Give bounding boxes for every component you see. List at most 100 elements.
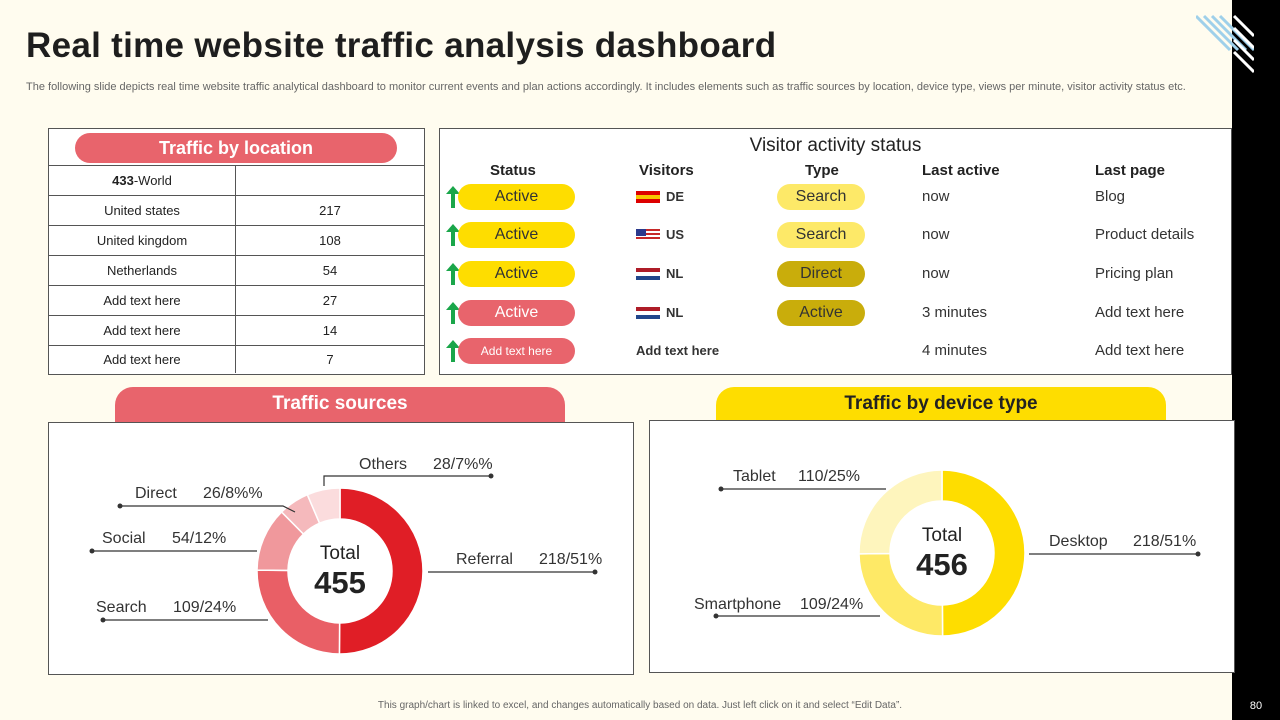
slice-desktop (941, 469, 1026, 637)
callout-line (120, 505, 296, 513)
callout-smartphone: Smartphone 109/24% (694, 596, 880, 619)
visitor-country: NL (666, 266, 684, 281)
page-title: Real time website traffic analysis dashb… (26, 26, 777, 65)
sidebar-bar (1232, 0, 1280, 720)
last-page-value: Pricing plan (1095, 265, 1174, 282)
slice-others (306, 487, 341, 525)
activity-row: Active US Search now Product details (440, 221, 1231, 249)
last-page-value: Add text here (1095, 304, 1185, 321)
type-badge: Direct (777, 261, 865, 287)
callout-dot (1195, 551, 1201, 557)
last-active-value: 3 minutes (922, 304, 988, 321)
slice-tablet (858, 469, 943, 555)
location-table: 433-World United states 217 United kingdo… (49, 165, 424, 373)
slice-name: Search (96, 599, 147, 616)
device-type-panel: Total 456 Desktop 218/51% Smartphone 109/24% T… (649, 420, 1235, 673)
slice-value-label: 54/12% (172, 530, 226, 547)
callout-dot (592, 569, 598, 575)
flag-nl-icon (636, 268, 660, 280)
center-label: Total (922, 525, 962, 546)
table-row: Netherlands 54 (49, 255, 424, 286)
type-badge: Active (777, 300, 865, 326)
callout-line (323, 475, 491, 486)
location-name: Add text here (49, 315, 236, 346)
status-badge: Active (458, 300, 575, 326)
header-type: Type (805, 162, 839, 179)
location-value: 217 (235, 195, 424, 226)
center-label: Total (320, 543, 360, 564)
header-visitors: Visitors (639, 162, 694, 179)
last-page-value: Product details (1095, 226, 1195, 243)
slice-value-label: 218/51% (1133, 533, 1196, 550)
slice-value-label: 26/8%% (203, 485, 263, 502)
location-name: Add text here (49, 285, 236, 316)
traffic-sources-title: Traffic sources (115, 387, 565, 423)
last-active-value: now (922, 226, 950, 243)
slice-name: Desktop (1049, 533, 1108, 550)
slice-value-label: 109/24% (800, 596, 863, 613)
last-page-value: Add text here (1095, 342, 1185, 359)
callout-dot (100, 617, 106, 623)
activity-row: Active NL Active 3 minutes Add text here (440, 299, 1231, 327)
up-arrow-icon (446, 340, 460, 362)
callout-social: Social 54/12% (89, 530, 257, 554)
location-name: United states (49, 195, 236, 226)
slice-value-label: 109/24% (173, 599, 236, 616)
location-value: 108 (235, 225, 424, 256)
table-row: United states 217 (49, 195, 424, 226)
center-value: 455 (314, 565, 366, 600)
up-arrow-icon (446, 224, 460, 246)
visitor-country: NL (666, 305, 684, 320)
callout-tablet: Tablet 110/25% (718, 468, 886, 492)
visitor-country: Add text here (636, 343, 720, 358)
activity-row: Add text here Add text here 4 minutes Add t… (440, 337, 1231, 365)
header-last-active: Last active (922, 162, 1000, 179)
location-value: 14 (235, 315, 424, 346)
status-badge: Active (458, 222, 575, 248)
table-row: Add text here 7 (49, 345, 424, 373)
flag-us-icon (636, 229, 660, 241)
world-label: -World (133, 173, 172, 188)
slice-referral (338, 487, 424, 655)
slice-name: Referral (456, 551, 513, 568)
table-row: United kingdom 108 (49, 225, 424, 256)
callout-dot (713, 613, 719, 619)
location-name: Add text here (49, 345, 236, 373)
table-row: Add text here 27 (49, 285, 424, 316)
traffic-by-location-panel: Traffic by location 433-World United sta… (48, 128, 425, 375)
status-badge: Active (458, 261, 575, 287)
device-type-title: Traffic by device type (716, 387, 1166, 423)
callout-search: Search 109/24% (96, 599, 268, 623)
footnote: This graph/chart is linked to excel, and… (377, 700, 903, 711)
flag-de-icon (636, 191, 660, 203)
slice-name: Direct (135, 485, 177, 502)
visitor-country: US (666, 227, 685, 242)
status-badge: Add text here (458, 338, 575, 364)
last-active-value: 4 minutes (922, 342, 988, 359)
slice-name: Smartphone (694, 596, 781, 613)
last-active-value: now (922, 188, 950, 205)
slice-value-label: 110/25% (798, 468, 860, 485)
table-row: Add text here 14 (49, 315, 424, 346)
status-badge: Active (458, 184, 575, 210)
location-name: Netherlands (49, 255, 236, 286)
world-count: 433 (112, 173, 134, 188)
traffic-by-location-title: Traffic by location (75, 133, 397, 163)
callout-dot (488, 473, 494, 479)
last-page-value: Blog (1095, 188, 1126, 205)
slice-name: Tablet (733, 468, 776, 485)
center-value: 456 (916, 547, 968, 582)
activity-row: Active DE Search now Blog (440, 183, 1231, 211)
callout-dot (117, 503, 123, 509)
activity-row: Active NL Direct now Pricing plan (440, 260, 1231, 288)
page-subtitle: The following slide depicts real time we… (26, 81, 1186, 93)
up-arrow-icon (446, 186, 460, 208)
page-number: 80 (1249, 700, 1263, 712)
visitor-activity-panel: Visitor activity status Status Visitors … (439, 128, 1232, 375)
location-value: 7 (235, 345, 424, 373)
header-last-page: Last page (1095, 162, 1166, 179)
visitor-country: DE (666, 189, 685, 204)
type-badge: Search (777, 184, 865, 210)
callout-others: Others 28/7%% (323, 456, 494, 486)
